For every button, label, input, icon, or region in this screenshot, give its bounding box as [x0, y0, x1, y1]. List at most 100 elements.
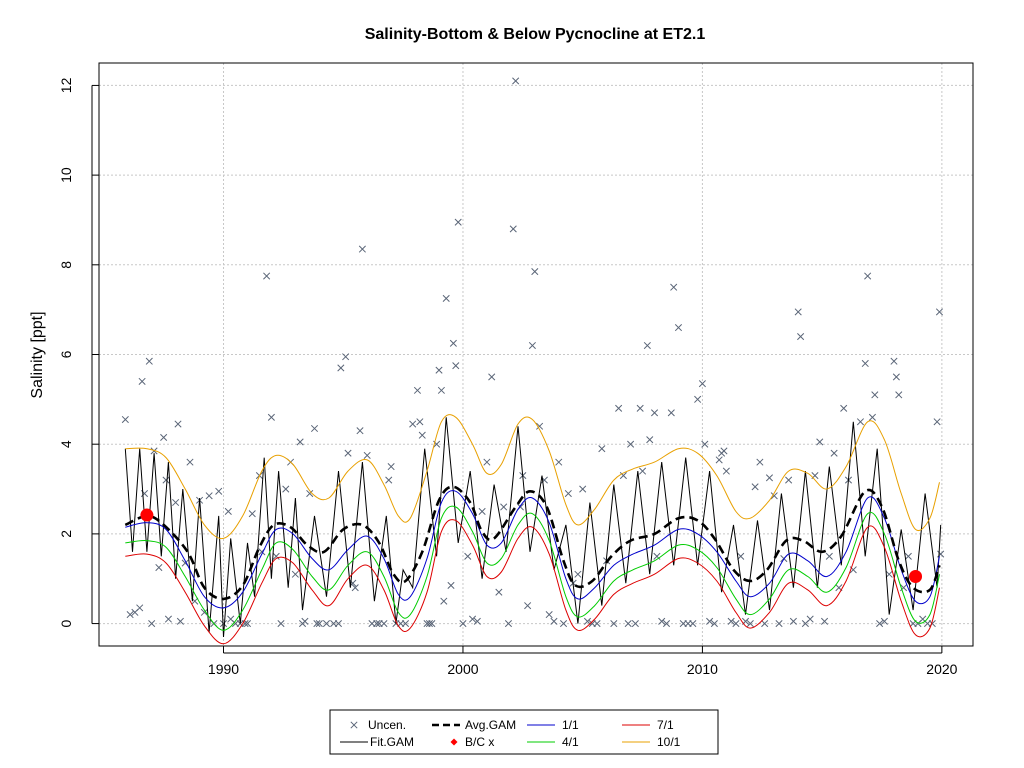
- uncensored-point: [121, 415, 129, 424]
- legend-item: 4/1: [527, 735, 579, 749]
- uncensored-point: [624, 620, 632, 628]
- uncensored-point: [615, 404, 623, 412]
- uncensored-point: [164, 615, 172, 623]
- uncensored-point: [401, 620, 410, 628]
- uncensored-point: [627, 440, 635, 448]
- uncensored-point: [437, 386, 445, 394]
- series-1-1-line: [125, 490, 940, 609]
- uncensored-point: [219, 620, 228, 628]
- uncensored-point: [454, 218, 462, 226]
- uncensored-point: [890, 357, 898, 365]
- uncensored-point: [447, 581, 455, 590]
- uncensored-point: [830, 449, 838, 457]
- uncensored-point: [337, 364, 345, 372]
- uncensored-point: [619, 472, 627, 480]
- uncensored-point: [176, 617, 184, 625]
- uncensored-point: [662, 620, 671, 628]
- series-4-1-line: [125, 505, 940, 631]
- uncensored-point: [138, 377, 146, 385]
- uncensored-point: [646, 436, 654, 444]
- uncensored-point: [528, 341, 536, 350]
- legend-item: Uncen.: [350, 718, 406, 732]
- uncensored-point: [674, 324, 683, 332]
- uncensored-point: [871, 391, 879, 399]
- uncensored-point: [351, 584, 359, 592]
- uncensored-point: [243, 620, 252, 628]
- uncensored-point: [904, 552, 912, 560]
- uncensored-point: [531, 267, 539, 276]
- uncensored-point: [895, 391, 903, 399]
- uncensored-point: [126, 611, 134, 619]
- uncensored-point: [160, 433, 168, 442]
- uncensored-point: [205, 492, 213, 500]
- bc-point: [909, 569, 923, 583]
- uncensored-point: [555, 458, 563, 466]
- uncensored-point: [186, 458, 194, 466]
- legend-marker: [450, 738, 458, 746]
- uncensored-point: [478, 507, 486, 516]
- uncensored-point: [373, 620, 381, 628]
- uncensored-point: [449, 339, 457, 347]
- legend-item: Fit.GAM: [340, 735, 414, 749]
- uncensored-point: [631, 620, 639, 628]
- uncensored-point: [639, 467, 647, 475]
- chart-title: Salinity-Bottom & Below Pycnocline at ET…: [365, 26, 706, 43]
- uncensored-point: [667, 409, 675, 417]
- uncensored-point: [720, 447, 728, 455]
- uncensored-point: [174, 420, 182, 428]
- uncensored-point: [200, 608, 208, 616]
- uncensored-point: [524, 602, 532, 610]
- uncensored-point: [425, 620, 433, 628]
- x-tick-label: 2020: [926, 661, 957, 677]
- x-tick-label: 1990: [208, 661, 239, 677]
- uncensored-point: [706, 617, 714, 625]
- y-tick-label: 10: [58, 167, 74, 183]
- fit-gam-line: [124, 417, 942, 638]
- uncensored-point: [861, 359, 869, 368]
- uncensored-point: [689, 620, 697, 628]
- uncensored-point: [885, 570, 893, 578]
- uncensored-point: [440, 597, 448, 605]
- legend-label: Uncen.: [368, 718, 406, 732]
- legend-label: Avg.GAM: [465, 718, 516, 732]
- uncensored-point: [670, 283, 678, 291]
- uncensored-point: [162, 476, 170, 484]
- uncensored-point: [751, 483, 759, 491]
- uncensored-point: [416, 418, 424, 426]
- uncensored-point: [761, 620, 769, 628]
- y-axis-label: Salinity [ppt]: [29, 311, 46, 398]
- y-tick-label: 2: [58, 530, 74, 538]
- uncensored-point: [598, 445, 606, 453]
- legend-label: 4/1: [562, 735, 579, 749]
- uncensored-point: [643, 341, 651, 350]
- uncensored-point: [856, 418, 865, 426]
- uncensored-point: [789, 617, 797, 625]
- uncensored-point: [334, 620, 343, 628]
- uncensored-point: [428, 620, 436, 628]
- legend-item: Avg.GAM: [432, 718, 516, 732]
- legend-marker: [350, 721, 358, 729]
- uncensored-point: [636, 404, 644, 412]
- uncensored-point: [306, 489, 314, 498]
- uncensored-point: [363, 451, 371, 459]
- uncensored-point: [737, 552, 745, 560]
- legend-label: 7/1: [657, 718, 674, 732]
- uncensored-point: [935, 308, 944, 316]
- x-axis: 1990 2000 2010 2020: [208, 646, 958, 677]
- uncensored-point: [701, 440, 709, 448]
- uncensored-point: [241, 620, 249, 628]
- uncensored-point: [263, 272, 271, 280]
- uncensored-point: [765, 474, 774, 482]
- uncensored-point: [756, 458, 764, 466]
- uncensored-point: [385, 476, 393, 484]
- uncensored-point: [148, 620, 156, 628]
- y-tick-label: 4: [58, 440, 74, 448]
- uncensored-point: [282, 485, 290, 493]
- uncensored-point: [746, 620, 754, 628]
- uncensored-point: [145, 357, 153, 365]
- uncensored-point: [272, 552, 280, 560]
- uncensored-point: [442, 294, 450, 302]
- uncensored-point: [550, 617, 558, 625]
